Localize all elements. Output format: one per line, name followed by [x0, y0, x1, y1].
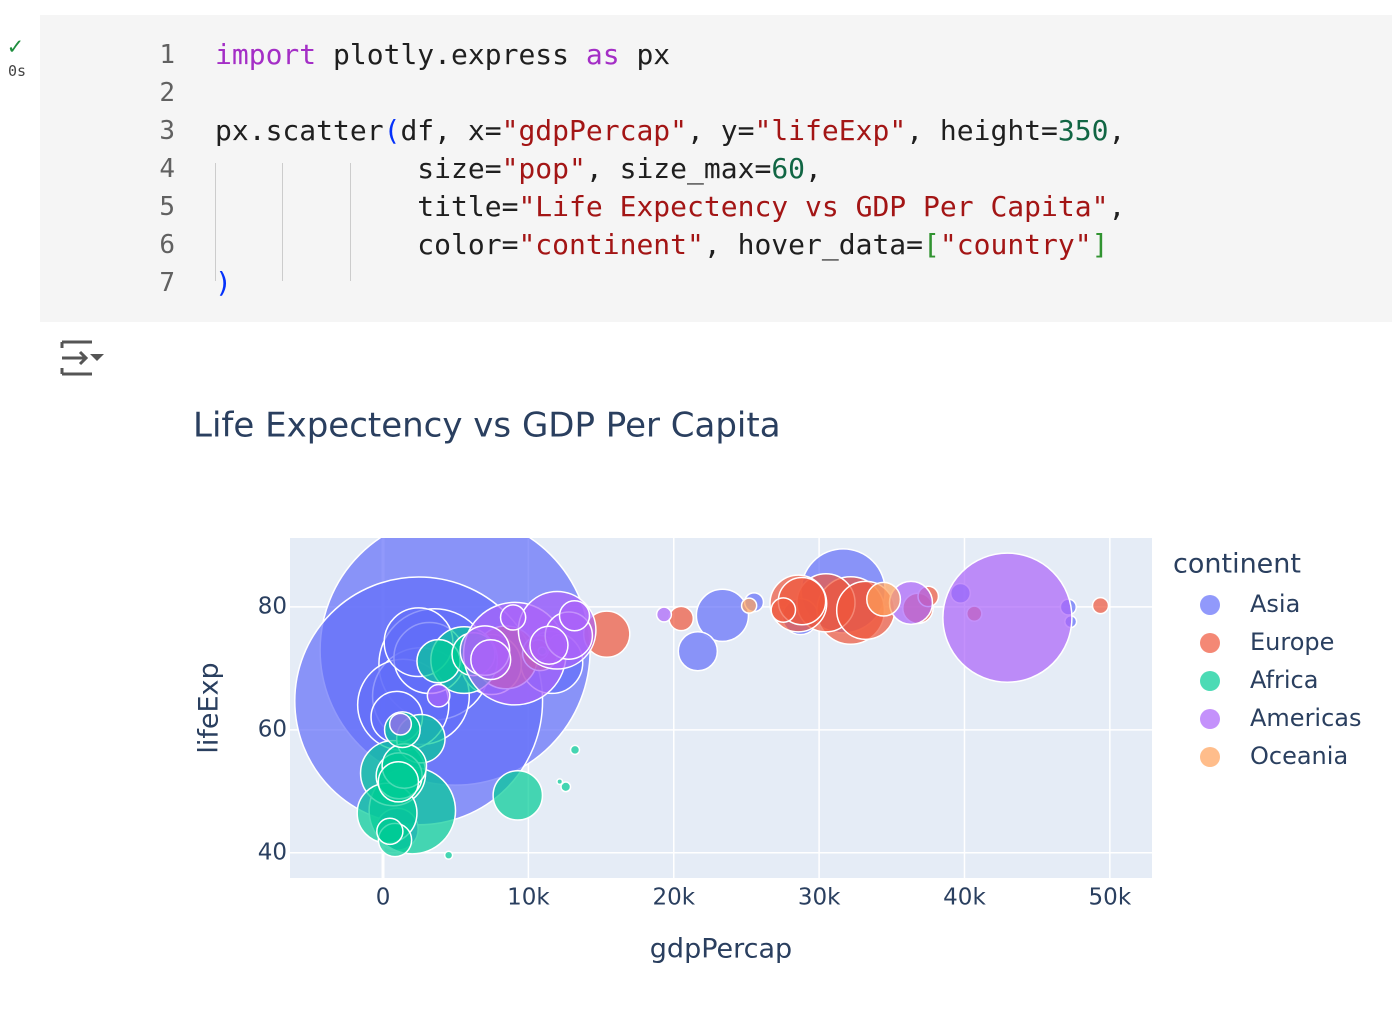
markers — [294, 538, 1110, 860]
code-token: import — [215, 38, 317, 71]
bubble — [569, 744, 581, 756]
bubble — [388, 712, 413, 736]
line-number: 6 — [159, 230, 175, 260]
bubble — [377, 761, 420, 803]
indent-guide — [350, 163, 351, 281]
bubble — [677, 630, 719, 672]
code-token: "pop" — [501, 152, 586, 185]
x-axis-title: gdpPercap — [650, 934, 792, 965]
code-token: 350 — [1057, 114, 1109, 147]
code-line: title="Life Expectency vs GDP Per Capita… — [215, 188, 1125, 226]
y-tick-label: 80 — [258, 593, 287, 619]
status-check: ✓ — [8, 32, 23, 60]
code-token: ( — [383, 114, 401, 147]
bubble — [492, 769, 544, 821]
code-token: , hover_data= — [703, 228, 924, 261]
legend-label: Africa — [1250, 666, 1318, 694]
code-token: "lifeExp" — [754, 114, 907, 147]
line-number: 1 — [159, 40, 175, 70]
code-token: "gdpPercap" — [501, 114, 688, 147]
code-token: ] — [1091, 228, 1109, 261]
bubble — [499, 604, 527, 631]
bubble — [1091, 596, 1110, 615]
bubble — [866, 581, 902, 617]
bubble — [558, 600, 591, 632]
legend-label: Europe — [1250, 628, 1334, 656]
code-token: plotly.express — [316, 38, 586, 71]
line-number: 5 — [159, 192, 175, 222]
bubble — [740, 597, 758, 614]
code-token: "country" — [939, 228, 1092, 261]
code-token: , y= — [687, 114, 755, 147]
chart: Life Expectency vs GDP Per Capita 0 10k 20… — [193, 406, 1362, 965]
code-token: px — [619, 38, 671, 71]
bubble — [376, 817, 404, 846]
code-line: size="pop", size_max=60, — [215, 150, 822, 188]
x-tick-label: 10k — [507, 885, 550, 911]
code-token: [ — [923, 228, 940, 261]
code-token: ) — [215, 266, 232, 299]
bubble — [695, 588, 750, 643]
legend-label: Oceania — [1250, 742, 1348, 770]
x-tick-label: 40k — [943, 885, 986, 911]
code-token: , — [805, 152, 822, 185]
code-line: color="continent", hover_data=["country"… — [215, 226, 1108, 264]
code-token: color= — [215, 228, 519, 261]
code-token: , size_max= — [585, 152, 772, 185]
bubble — [770, 597, 797, 623]
y-axis-title: lifeExp — [194, 662, 225, 753]
line-number: 4 — [159, 154, 175, 184]
legend-marker — [1200, 633, 1220, 653]
code-token: , height= — [906, 114, 1058, 147]
output-icon[interactable] — [58, 338, 106, 378]
x-tick-label: 0 — [376, 885, 391, 911]
line-number: 2 — [159, 78, 175, 108]
chart-title: Life Expectency vs GDP Per Capita — [193, 406, 781, 446]
legend-label: Americas — [1250, 704, 1362, 732]
y-tick-label: 40 — [258, 839, 287, 865]
code-line: import plotly.express as px — [215, 36, 670, 74]
bubble — [443, 850, 454, 860]
code-token: size= — [215, 152, 502, 185]
duration: 0s — [8, 62, 27, 80]
code-token: , — [1108, 190, 1126, 223]
code-token: "continent" — [518, 228, 704, 261]
x-tick-label: 50k — [1089, 885, 1132, 911]
legend-marker — [1200, 709, 1220, 729]
legend-title: continent — [1173, 549, 1301, 580]
bubble — [556, 778, 564, 786]
code-cell[interactable]: 1 import plotly.express as px 2 3 px.scatter… — [40, 15, 1392, 322]
bubble — [560, 781, 572, 793]
indent-guide — [215, 163, 216, 281]
bubble — [655, 606, 673, 623]
code-token: 60 — [771, 152, 806, 185]
legend-marker — [1200, 747, 1220, 767]
bubble — [470, 638, 512, 681]
bubble — [668, 605, 695, 632]
code-token: as — [585, 38, 620, 71]
legend-marker — [1200, 671, 1220, 691]
code-token: df, x= — [400, 114, 502, 147]
code-token: "Life Expectency vs GDP Per Capita" — [518, 190, 1109, 223]
code-token: , — [1108, 114, 1126, 147]
y-tick-label: 60 — [258, 716, 287, 742]
line-number: 7 — [159, 268, 175, 298]
x-tick-label: 20k — [652, 885, 695, 911]
legend-marker — [1200, 595, 1220, 615]
bubble — [426, 683, 451, 708]
x-tick-label: 30k — [798, 885, 841, 911]
code-token: title= — [215, 190, 519, 223]
code-line: ) — [215, 264, 232, 302]
bubble — [942, 552, 1073, 683]
code-token: px.scatter — [215, 114, 384, 147]
legend-label: Asia — [1250, 590, 1300, 618]
line-number: 3 — [159, 116, 175, 146]
code-line: px.scatter(df, x="gdpPercap", y="lifeExp… — [215, 112, 1125, 150]
bubble — [529, 625, 569, 666]
indent-guide — [282, 163, 283, 281]
